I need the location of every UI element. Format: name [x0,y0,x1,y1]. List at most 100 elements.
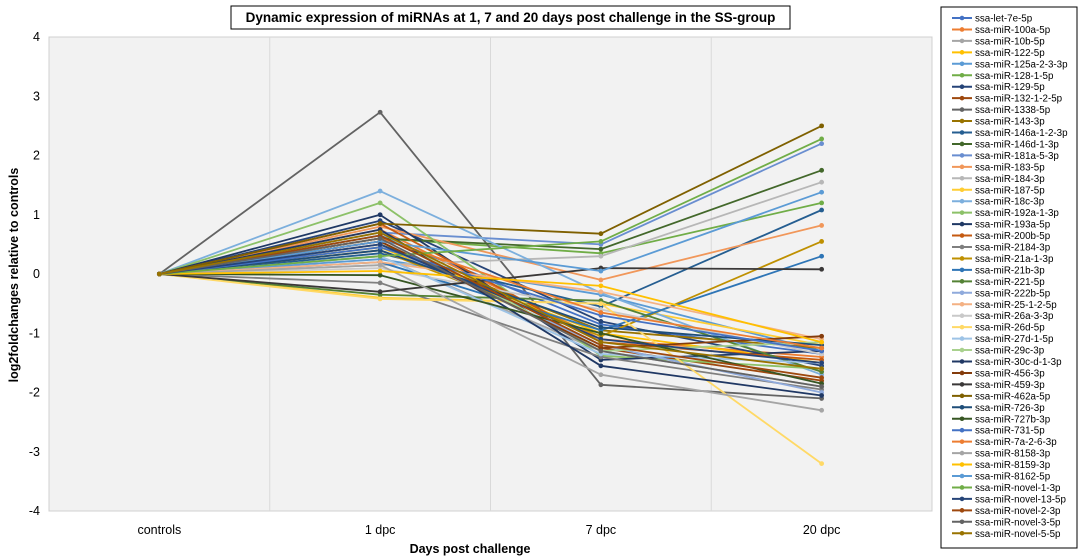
legend-swatch-marker [959,267,965,273]
data-point [377,253,383,259]
data-point [819,123,825,129]
legend-swatch-marker [959,38,965,44]
legend-label: ssa-miR-novel-1-3p [975,483,1061,494]
legend-item: ssa-miR-8158-3p [952,449,1051,460]
legend-label: ssa-miR-26a-3-3p [975,311,1054,322]
data-point [819,239,825,244]
data-point [819,333,825,339]
data-point [377,262,383,268]
legend-label: ssa-miR-21a-1-3p [975,254,1054,265]
legend-label: ssa-miR-726-3p [975,403,1045,414]
series-line [159,234,822,379]
legend-swatch-marker [959,359,965,364]
legend-label: ssa-miR-8159-3p [975,460,1051,471]
legend-label: ssa-miR-181a-5-3p [975,151,1059,162]
legend-label: ssa-miR-25-1-2-5p [975,300,1057,311]
data-point [598,301,604,307]
data-point [819,167,825,173]
data-point [819,345,825,351]
legend-swatch-marker [959,27,965,32]
legend-swatch-marker [959,141,965,147]
data-point [819,360,825,366]
legend-item: ssa-miR-187-5p [952,185,1045,196]
series-line [159,264,822,412]
data-point [598,283,604,289]
legend-item: ssa-miR-novel-3-5p [952,517,1061,528]
y-tick-label: -4 [29,504,40,518]
series-line [159,243,822,364]
data-point [598,372,604,378]
chart-title: Dynamic expression of miRNAs at 1, 7 and… [246,10,776,25]
y-tick-label: 1 [33,208,40,222]
legend-swatch-marker [959,485,965,490]
y-tick-label: 0 [33,267,40,281]
series-line [159,246,822,352]
legend-swatch-marker [959,50,965,55]
series-line [159,191,822,275]
y-tick-label: 3 [33,89,40,103]
y-tick-label: -2 [29,386,40,400]
legend-swatch-marker [959,84,965,89]
legend-swatch-marker [959,290,965,296]
legend-item: ssa-miR-2184-3p [952,243,1051,254]
legend-swatch-marker [959,153,965,158]
legend-item: ssa-miR-129-5p [952,82,1045,93]
legend-label: ssa-miR-novel-5-5p [975,529,1061,540]
legend-swatch-marker [959,164,965,170]
x-axis-ticks: controls 1 dpc 7 dpc 20 dpc [137,523,840,537]
legend-swatch-marker [959,176,965,181]
legend-label: ssa-miR-novel-2-3p [975,506,1061,517]
data-point [377,241,383,247]
data-point [598,363,604,369]
legend-swatch-marker [959,221,965,227]
legend-label: ssa-miR-456-3p [975,368,1045,379]
legend-item: ssa-miR-8159-3p [952,460,1051,471]
data-point [819,393,825,398]
legend-item: ssa-miR-122-5p [952,48,1045,59]
legend-swatch-marker [959,61,965,67]
data-point [377,188,383,194]
legend-item: ssa-miR-27d-1-5p [952,334,1054,345]
legend-swatch-marker [959,336,965,341]
legend-swatch-marker [959,324,965,330]
series-line [159,224,822,281]
y-tick-label: -1 [29,326,40,340]
legend-item: ssa-miR-183-5p [952,162,1045,173]
legend-item: ssa-let-7e-5p [952,14,1033,25]
data-point [598,348,604,354]
legend-swatch-marker [959,530,965,536]
legend-item: ssa-miR-18c-3p [952,197,1045,208]
legend-swatch-marker [959,198,965,204]
legend-label: ssa-miR-novel-13-5p [975,494,1066,505]
legend-item: ssa-miR-456-3p [952,368,1045,379]
x-tick-label: 7 dpc [586,523,617,537]
legend-swatch-marker [959,72,965,78]
legend-item: ssa-miR-1338-5p [952,105,1051,116]
legend-label: ssa-miR-1338-5p [975,105,1051,116]
legend-item: ssa-miR-221-5p [952,277,1045,288]
legend-swatch-marker [959,370,965,376]
legend-item: ssa-miR-21a-1-3p [952,254,1054,265]
legend-item: ssa-miR-184-3p [952,174,1045,185]
legend-label: ssa-miR-18c-3p [975,197,1045,208]
legend-label: ssa-miR-731-5p [975,426,1045,437]
data-point [819,141,825,147]
data-point [819,407,825,413]
legend-label: ssa-miR-132-1-2-5p [975,94,1063,105]
series-line [159,273,822,385]
y-tick-label: 2 [33,149,40,163]
legend-item: ssa-miR-462a-5p [952,391,1051,402]
data-point [819,189,825,195]
data-point [598,239,604,244]
legend-item: ssa-miR-10b-5p [952,36,1045,47]
data-point [377,268,383,274]
legend-label: ssa-miR-2184-3p [975,243,1051,254]
legend-swatch-marker [959,130,965,135]
data-point [819,266,825,272]
legend-item: ssa-miR-459-3p [952,380,1045,391]
legend-item: ssa-miR-29c-3p [952,346,1045,357]
legend-swatch-marker [959,313,965,319]
data-point [598,324,604,330]
legend-swatch-marker [959,187,965,193]
series-line [159,267,822,293]
